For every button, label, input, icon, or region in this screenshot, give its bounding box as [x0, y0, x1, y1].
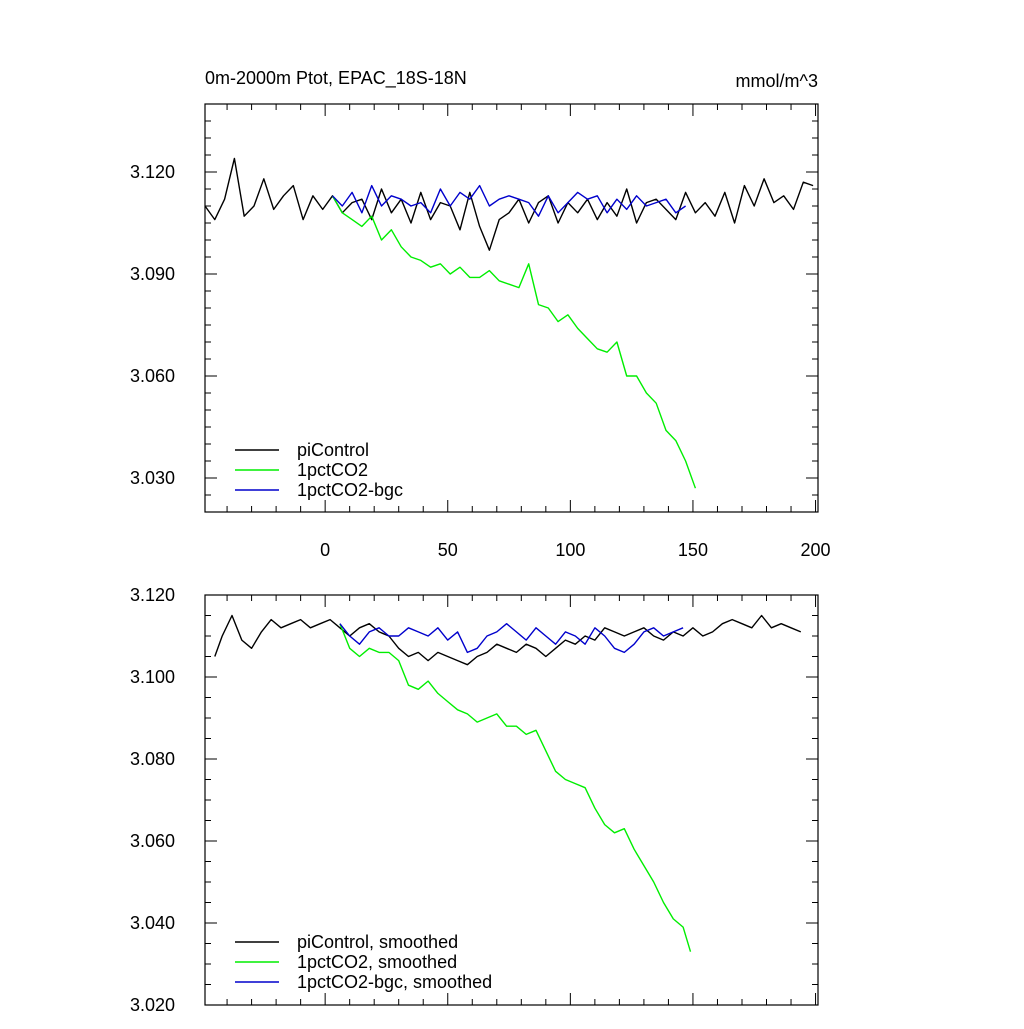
- panel1-series-line-1pctco2: [331, 195, 697, 489]
- panel2-ticks: 3.020 3.040 3.060 3.080 3.100 3.120: [130, 585, 818, 1015]
- panel1-xtick-label: 150: [678, 540, 708, 560]
- panel2-ytick-label: 3.060: [130, 831, 175, 851]
- panel1-series-line-picontrol: [204, 157, 814, 251]
- panel1-title: 0m-2000m Ptot, EPAC_18S-18N: [205, 68, 467, 89]
- panel2-ytick-label: 3.080: [130, 749, 175, 769]
- panel1-legend-label: 1pctCO2: [297, 460, 368, 480]
- panel1-series-line-1pctco2-bgc: [331, 184, 686, 217]
- panel1-ytick-label: 3.030: [130, 468, 175, 488]
- panel2-series-line-1pctco2-smoothed: [339, 623, 692, 952]
- panel2-ytick-label: 3.120: [130, 585, 175, 605]
- panel2-legend-label: 1pctCO2-bgc, smoothed: [297, 972, 492, 992]
- panel2-series-line-picontrol-smoothed: [214, 614, 802, 666]
- panel1-xtick-label: 50: [438, 540, 458, 560]
- panel2-legend-label: 1pctCO2, smoothed: [297, 952, 457, 972]
- panel1-ticks: 0 50 100 150 200 3.030 3.060 3.090 3.120: [130, 103, 831, 560]
- panel1-ytick-label: 3.090: [130, 264, 175, 284]
- panel2-ytick-label: 3.040: [130, 913, 175, 933]
- panel2-ytick-label: 3.100: [130, 667, 175, 687]
- panel1-legend-label: 1pctCO2-bgc: [297, 480, 403, 500]
- panel2-series: [214, 614, 802, 952]
- panel1-xtick-label: 100: [555, 540, 585, 560]
- panel1-xtick-label: 200: [801, 540, 831, 560]
- panel2-legend-label: piControl, smoothed: [297, 932, 458, 952]
- panel2-ytick-label: 3.020: [130, 995, 175, 1015]
- panel2-series-line-1pctco2-bgc-smoothed: [339, 623, 684, 654]
- panel1-xtick-label: 0: [320, 540, 330, 560]
- panel1-ytick-label: 3.060: [130, 366, 175, 386]
- panel1-units: mmol/m^3: [736, 71, 818, 91]
- panel1-ytick-label: 3.120: [130, 162, 175, 182]
- panel1-legend-label: piControl: [297, 440, 369, 460]
- panel1-series: [204, 157, 814, 489]
